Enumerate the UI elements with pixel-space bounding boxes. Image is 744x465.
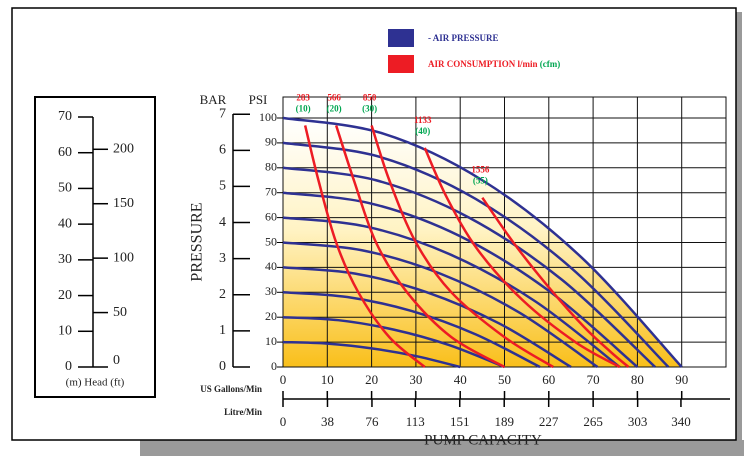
head-label: (m) Head (ft)	[66, 377, 125, 389]
x2-tick-label: 227	[539, 414, 559, 429]
x-tick-label: 20	[365, 372, 378, 387]
y-tick-label: 50	[265, 234, 277, 248]
curve-label: 283	[296, 93, 310, 103]
x2-tick-label: 0	[280, 414, 287, 429]
legend-swatch	[388, 55, 414, 73]
x-tick-label: 0	[280, 372, 287, 387]
x2-tick-label: 151	[450, 414, 470, 429]
pressure-curve	[282, 241, 599, 369]
head-m-label: 70	[58, 109, 72, 124]
y-tick-label: 0	[271, 359, 277, 373]
y-tick-label: 30	[265, 284, 277, 298]
y-unit: PSI	[249, 92, 268, 107]
pressure-curve	[282, 315, 505, 369]
y-title: PRESSURE	[189, 202, 206, 281]
x-tick-label: 40	[454, 372, 467, 387]
curve-cfm-label: (10)	[296, 104, 311, 114]
x-title: PUMP CAPACITY	[424, 432, 542, 448]
shadow	[140, 440, 744, 456]
x-label: US Gallons/Min	[200, 384, 262, 394]
x2-tick-label: 265	[583, 414, 603, 429]
legend-suffix: (cfm)	[540, 59, 560, 69]
legend-swatch	[388, 29, 414, 47]
y2-tick-label: 6	[219, 143, 226, 158]
head-m-label: 30	[58, 252, 72, 267]
x2-tick-label: 340	[671, 414, 691, 429]
shadow	[736, 12, 742, 442]
head-box	[34, 96, 156, 398]
head-ft-label: 200	[113, 142, 134, 157]
y2-unit: BAR	[200, 92, 227, 107]
x2-tick-label: 113	[406, 414, 425, 429]
head-m-label: 40	[58, 216, 72, 231]
y-tick-label: 60	[265, 209, 277, 223]
head-ft-label: 150	[113, 196, 134, 211]
curve-cfm-label: (30)	[362, 104, 377, 114]
head-m-label: 10	[58, 324, 72, 339]
head-m-label: 50	[58, 181, 72, 196]
x2-label: Litre/Min	[224, 407, 262, 417]
x2-tick-label: 76	[365, 414, 379, 429]
x2-tick-label: 38	[321, 414, 334, 429]
head-ft-label: 0	[113, 353, 120, 368]
y2-tick-label: 4	[219, 215, 226, 230]
pressure-curve	[282, 266, 572, 369]
pressure-curve	[282, 141, 670, 368]
x-tick-label: 30	[409, 372, 422, 387]
y2-tick-label: 2	[219, 287, 226, 302]
y-tick-label: 70	[265, 184, 277, 198]
consumption-curve	[334, 125, 506, 369]
consumption-curve	[481, 196, 630, 368]
y-tick-label: 20	[265, 309, 277, 323]
pressure-curve	[282, 291, 541, 369]
x-tick-label: 50	[498, 372, 511, 387]
head-ft-label: 100	[113, 250, 134, 265]
x-tick-label: 90	[675, 372, 688, 387]
curve-label: 850	[363, 93, 377, 103]
x-tick-label: 60	[542, 372, 555, 387]
y2-tick-label: 5	[219, 179, 226, 194]
y-tick-label: 100	[259, 110, 277, 124]
legend-label: AIR CONSUMPTION l/min	[428, 59, 538, 69]
y2-tick-label: 3	[219, 251, 226, 266]
head-ft-label: 50	[113, 305, 127, 320]
curve-cfm-label: (55)	[473, 176, 488, 186]
head-m-label: 20	[58, 288, 72, 303]
pressure-curve	[282, 216, 621, 368]
y-tick-label: 40	[265, 259, 277, 273]
pressure-curve	[282, 116, 683, 368]
pressure-curve	[282, 191, 639, 368]
x-tick-label: 80	[631, 372, 644, 387]
x2-tick-label: 303	[628, 414, 648, 429]
curve-cfm-label: (20)	[327, 104, 342, 114]
consumption-curve	[370, 125, 554, 369]
curve-cfm-label: (40)	[415, 126, 430, 136]
legend-label: - AIR PRESSURE	[428, 33, 499, 43]
pressure-curve	[282, 340, 461, 369]
head-m-label: 60	[58, 145, 72, 160]
curve-label: 566	[327, 93, 341, 103]
y-tick-label: 80	[265, 160, 277, 174]
consumption-curve	[303, 125, 426, 368]
curve-label: 1133	[414, 115, 432, 125]
head-m-label: 0	[65, 359, 72, 374]
y2-tick-label: 0	[219, 359, 226, 374]
y2-tick-label: 1	[219, 323, 226, 338]
x-tick-label: 70	[587, 372, 600, 387]
curve-label: 1556	[471, 165, 490, 175]
x-tick-label: 10	[321, 372, 334, 387]
y-tick-label: 10	[265, 334, 277, 348]
legend-label: AIR CONSUMPTION l/min (cfm)	[428, 59, 560, 69]
x2-tick-label: 189	[494, 414, 514, 429]
y2-tick-label: 7	[219, 106, 226, 121]
y-tick-label: 90	[265, 135, 277, 149]
consumption-curve	[423, 147, 621, 369]
